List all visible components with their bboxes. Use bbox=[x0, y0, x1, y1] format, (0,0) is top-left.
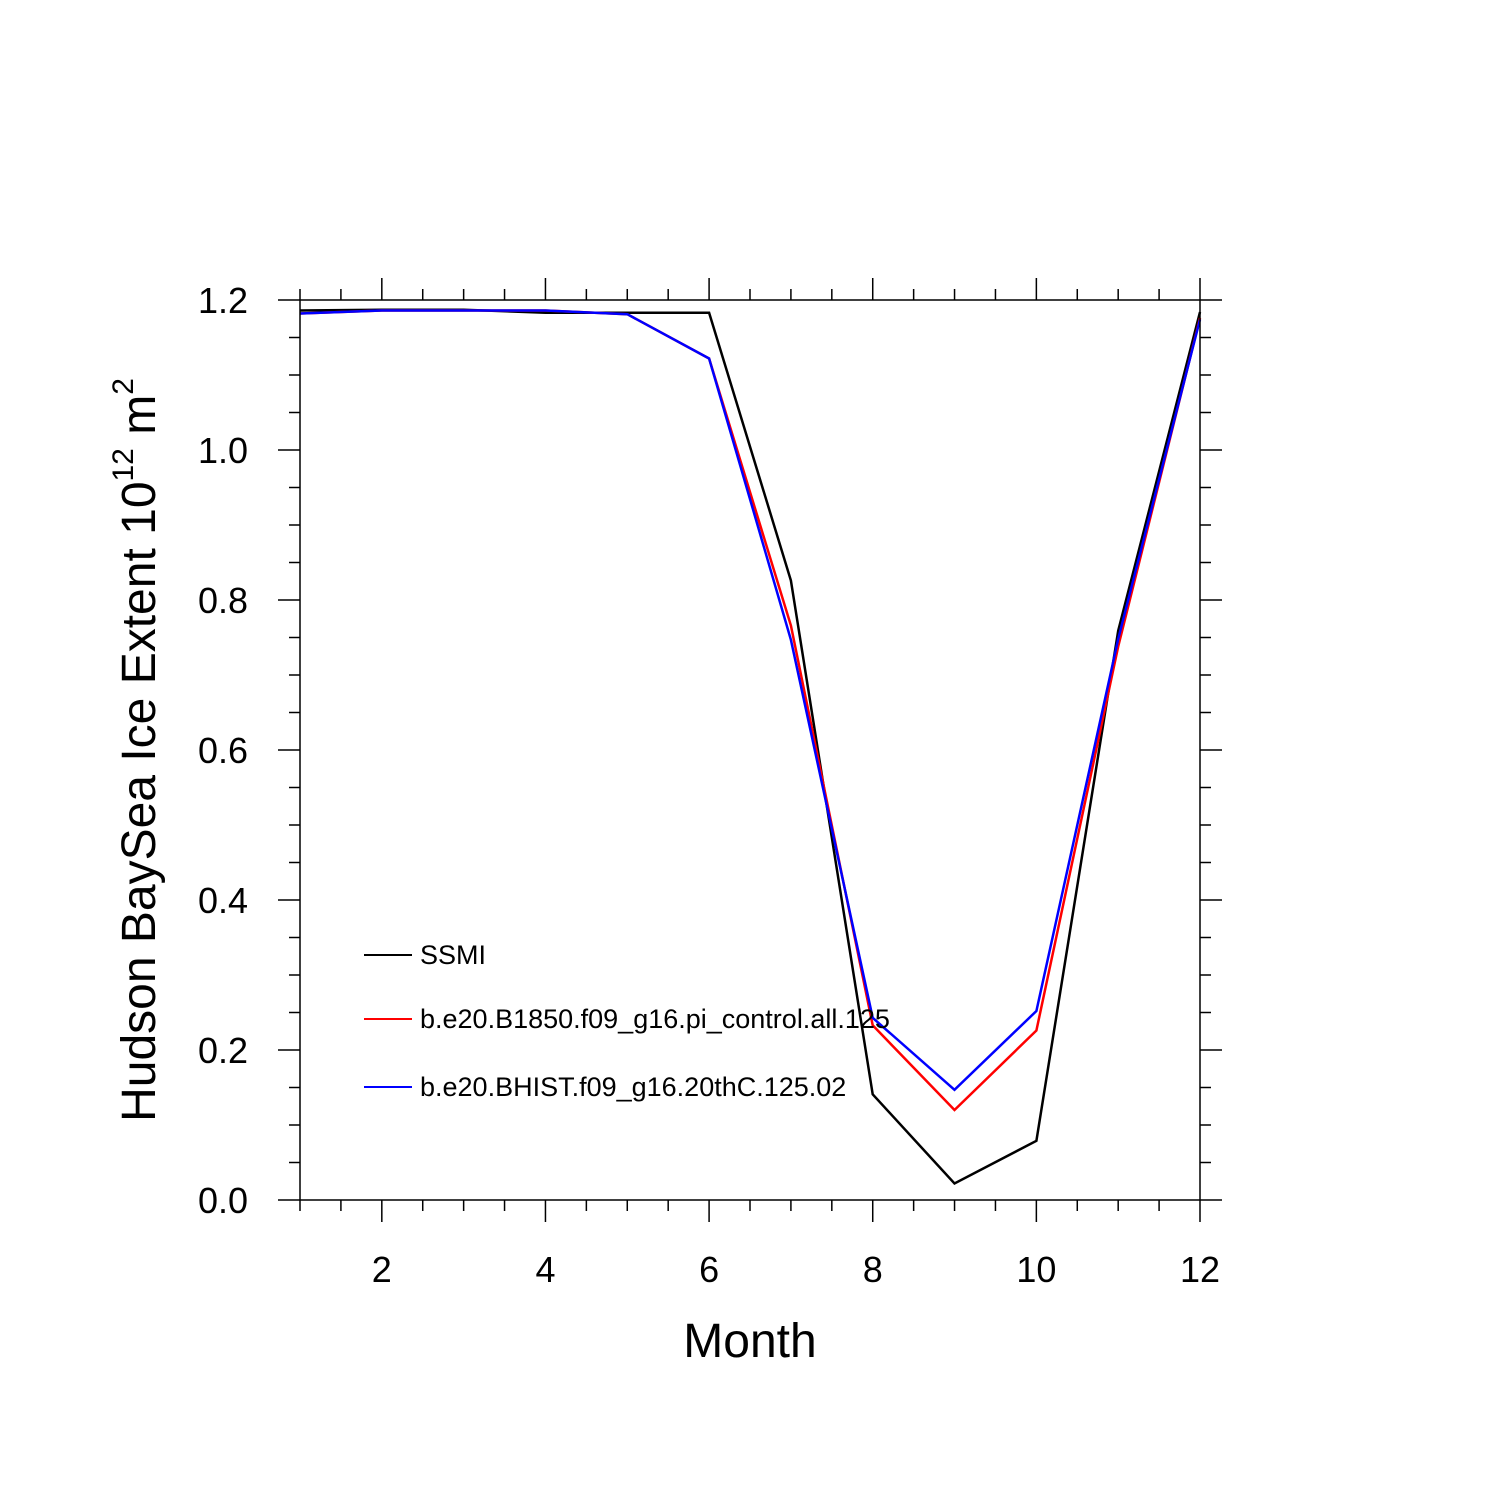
x-tick-label: 4 bbox=[535, 1249, 555, 1290]
tick-labels: 2 4 6 8 10 12 0.0 0.2 0.4 0.6 0.8 1.0 1.2 bbox=[198, 280, 1220, 1290]
y-axis-title-exponent: 12 bbox=[107, 448, 140, 481]
y-axis-title-unit-exponent: 2 bbox=[107, 378, 140, 395]
y-tick-label: 0.6 bbox=[198, 730, 248, 771]
y-axis-title-unit: m bbox=[113, 395, 166, 448]
plot-frame bbox=[299, 299, 1201, 1201]
legend: SSMI b.e20.B1850.f09_g16.pi_control.all.… bbox=[364, 940, 890, 1102]
y-tick-label: 1.2 bbox=[198, 280, 248, 321]
x-tick-label: 8 bbox=[863, 1249, 883, 1290]
y-tick-label: 0.4 bbox=[198, 880, 248, 921]
axis-ticks bbox=[278, 278, 1222, 1222]
x-tick-label: 10 bbox=[1016, 1249, 1056, 1290]
series-line-2 bbox=[299, 309, 1202, 1092]
y-tick-label: 1.0 bbox=[198, 430, 248, 471]
y-axis-title: Hudson BaySea Ice Extent 1012 m2 bbox=[107, 378, 166, 1122]
legend-label-ssmi: SSMI bbox=[420, 940, 486, 970]
legend-label-20thc: b.e20.BHIST.f09_g16.20thC.125.02 bbox=[420, 1072, 846, 1102]
x-tick-label: 2 bbox=[372, 1249, 392, 1290]
legend-label-pi-control: b.e20.B1850.f09_g16.pi_control.all.125 bbox=[420, 1004, 890, 1034]
x-tick-label: 6 bbox=[699, 1249, 719, 1290]
y-tick-label: 0.0 bbox=[198, 1180, 248, 1221]
y-axis-title-text: Hudson BaySea Ice Extent 10 bbox=[113, 481, 166, 1121]
x-tick-label: 12 bbox=[1180, 1249, 1220, 1290]
y-tick-label: 0.2 bbox=[198, 1030, 248, 1071]
y-tick-label: 0.8 bbox=[198, 580, 248, 621]
series-lines bbox=[299, 308, 1202, 1186]
x-axis-title: Month bbox=[683, 1315, 816, 1368]
